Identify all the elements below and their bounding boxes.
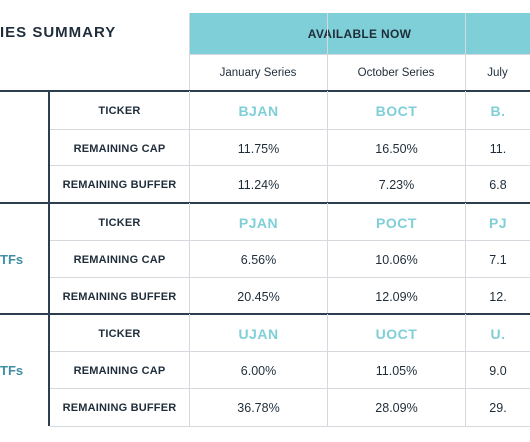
value-cell: 7.23% — [378, 177, 415, 192]
ticker-cell: B. — [490, 102, 506, 119]
row-label: REMAINING BUFFER — [62, 401, 177, 414]
ticker-cell: POCT — [376, 214, 417, 231]
header-divider — [189, 54, 530, 55]
header-divider — [189, 13, 190, 91]
value-cell: 11. — [489, 141, 507, 156]
value-cell: 29. — [489, 400, 507, 415]
row-label: REMAINING BUFFER — [62, 290, 177, 303]
value-cell: 16.50% — [375, 141, 418, 156]
column-divider — [327, 314, 328, 426]
group-side-divider — [48, 314, 50, 426]
row-divider — [50, 165, 530, 166]
header-divider — [465, 13, 466, 91]
value-cell: 11.05% — [375, 363, 418, 378]
value-cell: 7.1 — [489, 252, 507, 267]
value-cell: 12. — [489, 289, 507, 304]
group-side-divider — [48, 91, 50, 202]
available-now-banner: AVAILABLE NOW — [189, 13, 530, 54]
group-label: TFs — [0, 363, 24, 378]
row-label: TICKER — [98, 104, 141, 117]
column-header: July — [487, 66, 508, 79]
group-label: TFs — [0, 252, 24, 267]
ticker-cell: UOCT — [375, 325, 418, 342]
row-label: TICKER — [98, 216, 141, 229]
row-label: REMAINING CAP — [73, 142, 166, 155]
value-cell: 12.09% — [375, 289, 418, 304]
column-divider — [465, 314, 466, 426]
value-cell: 20.45% — [237, 289, 280, 304]
column-divider — [465, 203, 466, 313]
ticker-cell: U. — [490, 325, 506, 342]
ticker-cell: BOCT — [375, 102, 418, 119]
row-label: REMAINING CAP — [73, 253, 166, 266]
column-divider — [189, 203, 190, 313]
value-cell: 36.78% — [237, 400, 280, 415]
row-label: REMAINING CAP — [73, 364, 166, 377]
ticker-cell: BJAN — [238, 102, 279, 119]
column-header: January Series — [219, 66, 297, 79]
value-cell: 6.00% — [240, 363, 277, 378]
row-divider — [50, 351, 530, 352]
group-divider — [0, 202, 530, 204]
ticker-cell: UJAN — [238, 325, 279, 342]
column-divider — [327, 91, 328, 202]
row-label: TICKER — [98, 327, 141, 340]
row-label: REMAINING BUFFER — [62, 178, 177, 191]
value-cell: 11.24% — [237, 177, 280, 192]
value-cell: 10.06% — [375, 252, 418, 267]
group-divider — [0, 313, 530, 315]
value-cell: 9.0 — [489, 363, 507, 378]
column-divider — [465, 91, 466, 202]
table-title: IES SUMMARY — [0, 24, 117, 41]
value-cell: 6.8 — [489, 177, 507, 192]
value-cell: 11.75% — [237, 141, 280, 156]
column-divider — [189, 314, 190, 426]
column-divider — [189, 91, 190, 202]
header-divider — [327, 13, 328, 91]
row-divider — [50, 388, 530, 389]
column-header: October Series — [357, 66, 435, 79]
value-cell: 6.56% — [240, 252, 277, 267]
row-divider — [50, 277, 530, 278]
row-divider — [50, 129, 530, 130]
row-divider — [50, 240, 530, 241]
ticker-cell: PJ — [488, 214, 508, 231]
column-divider — [327, 203, 328, 313]
group-label — [0, 130, 45, 167]
value-cell: 28.09% — [375, 400, 418, 415]
ticker-cell: PJAN — [238, 214, 279, 231]
table-bottom-border — [50, 426, 530, 427]
group-divider — [0, 90, 530, 92]
group-side-divider — [48, 203, 50, 313]
